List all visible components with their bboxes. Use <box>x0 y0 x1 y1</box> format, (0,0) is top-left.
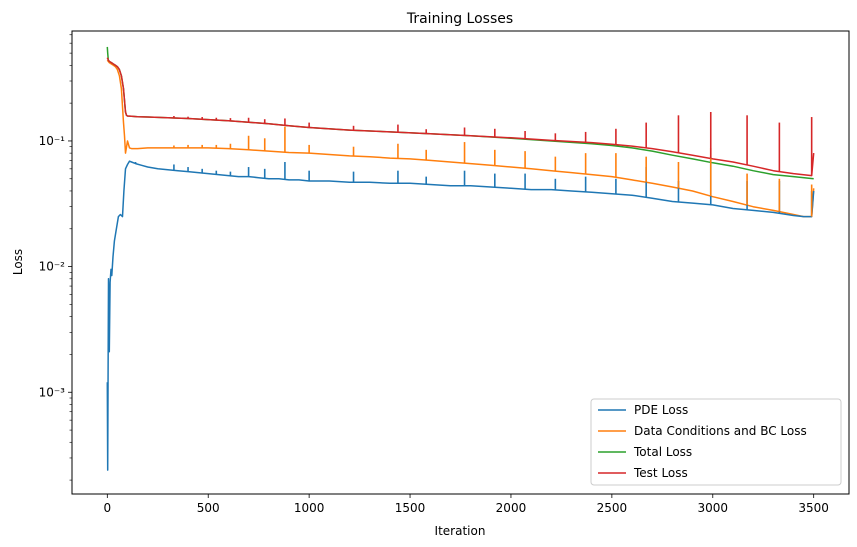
chart-title: Training Losses <box>406 11 513 27</box>
x-tick-label: 500 <box>197 501 220 515</box>
y-tick-label: 10⁻³ <box>39 385 66 399</box>
series-line-data-conditions-and-bc-loss <box>106 59 815 218</box>
x-tick-label: 2500 <box>597 501 628 515</box>
x-tick-label: 1000 <box>294 501 325 515</box>
legend-label: Test Loss <box>633 466 688 480</box>
x-axis-label: Iteration <box>435 524 486 538</box>
x-tick-label: 3500 <box>798 501 829 515</box>
legend-label: PDE Loss <box>634 403 688 417</box>
plot-area-frame <box>71 30 850 495</box>
y-tick-label: 10⁻² <box>39 260 66 274</box>
series-layer <box>106 46 815 471</box>
x-tick-label: 2000 <box>496 501 527 515</box>
y-axis-label: Loss <box>11 249 25 275</box>
legend-label: Total Loss <box>633 445 692 459</box>
y-tick-label: 10⁻¹ <box>39 134 66 148</box>
x-tick-label: 0 <box>103 501 111 515</box>
legend: PDE Loss Data Conditions and BC Loss Total… <box>590 398 842 486</box>
x-tick-label: 3000 <box>697 501 728 515</box>
series-line-test-loss <box>106 57 815 177</box>
series-line-pde-loss <box>106 160 815 471</box>
x-tick-label: 1500 <box>395 501 426 515</box>
legend-box <box>590 398 842 486</box>
legend-label: Data Conditions and BC Loss <box>634 424 807 438</box>
